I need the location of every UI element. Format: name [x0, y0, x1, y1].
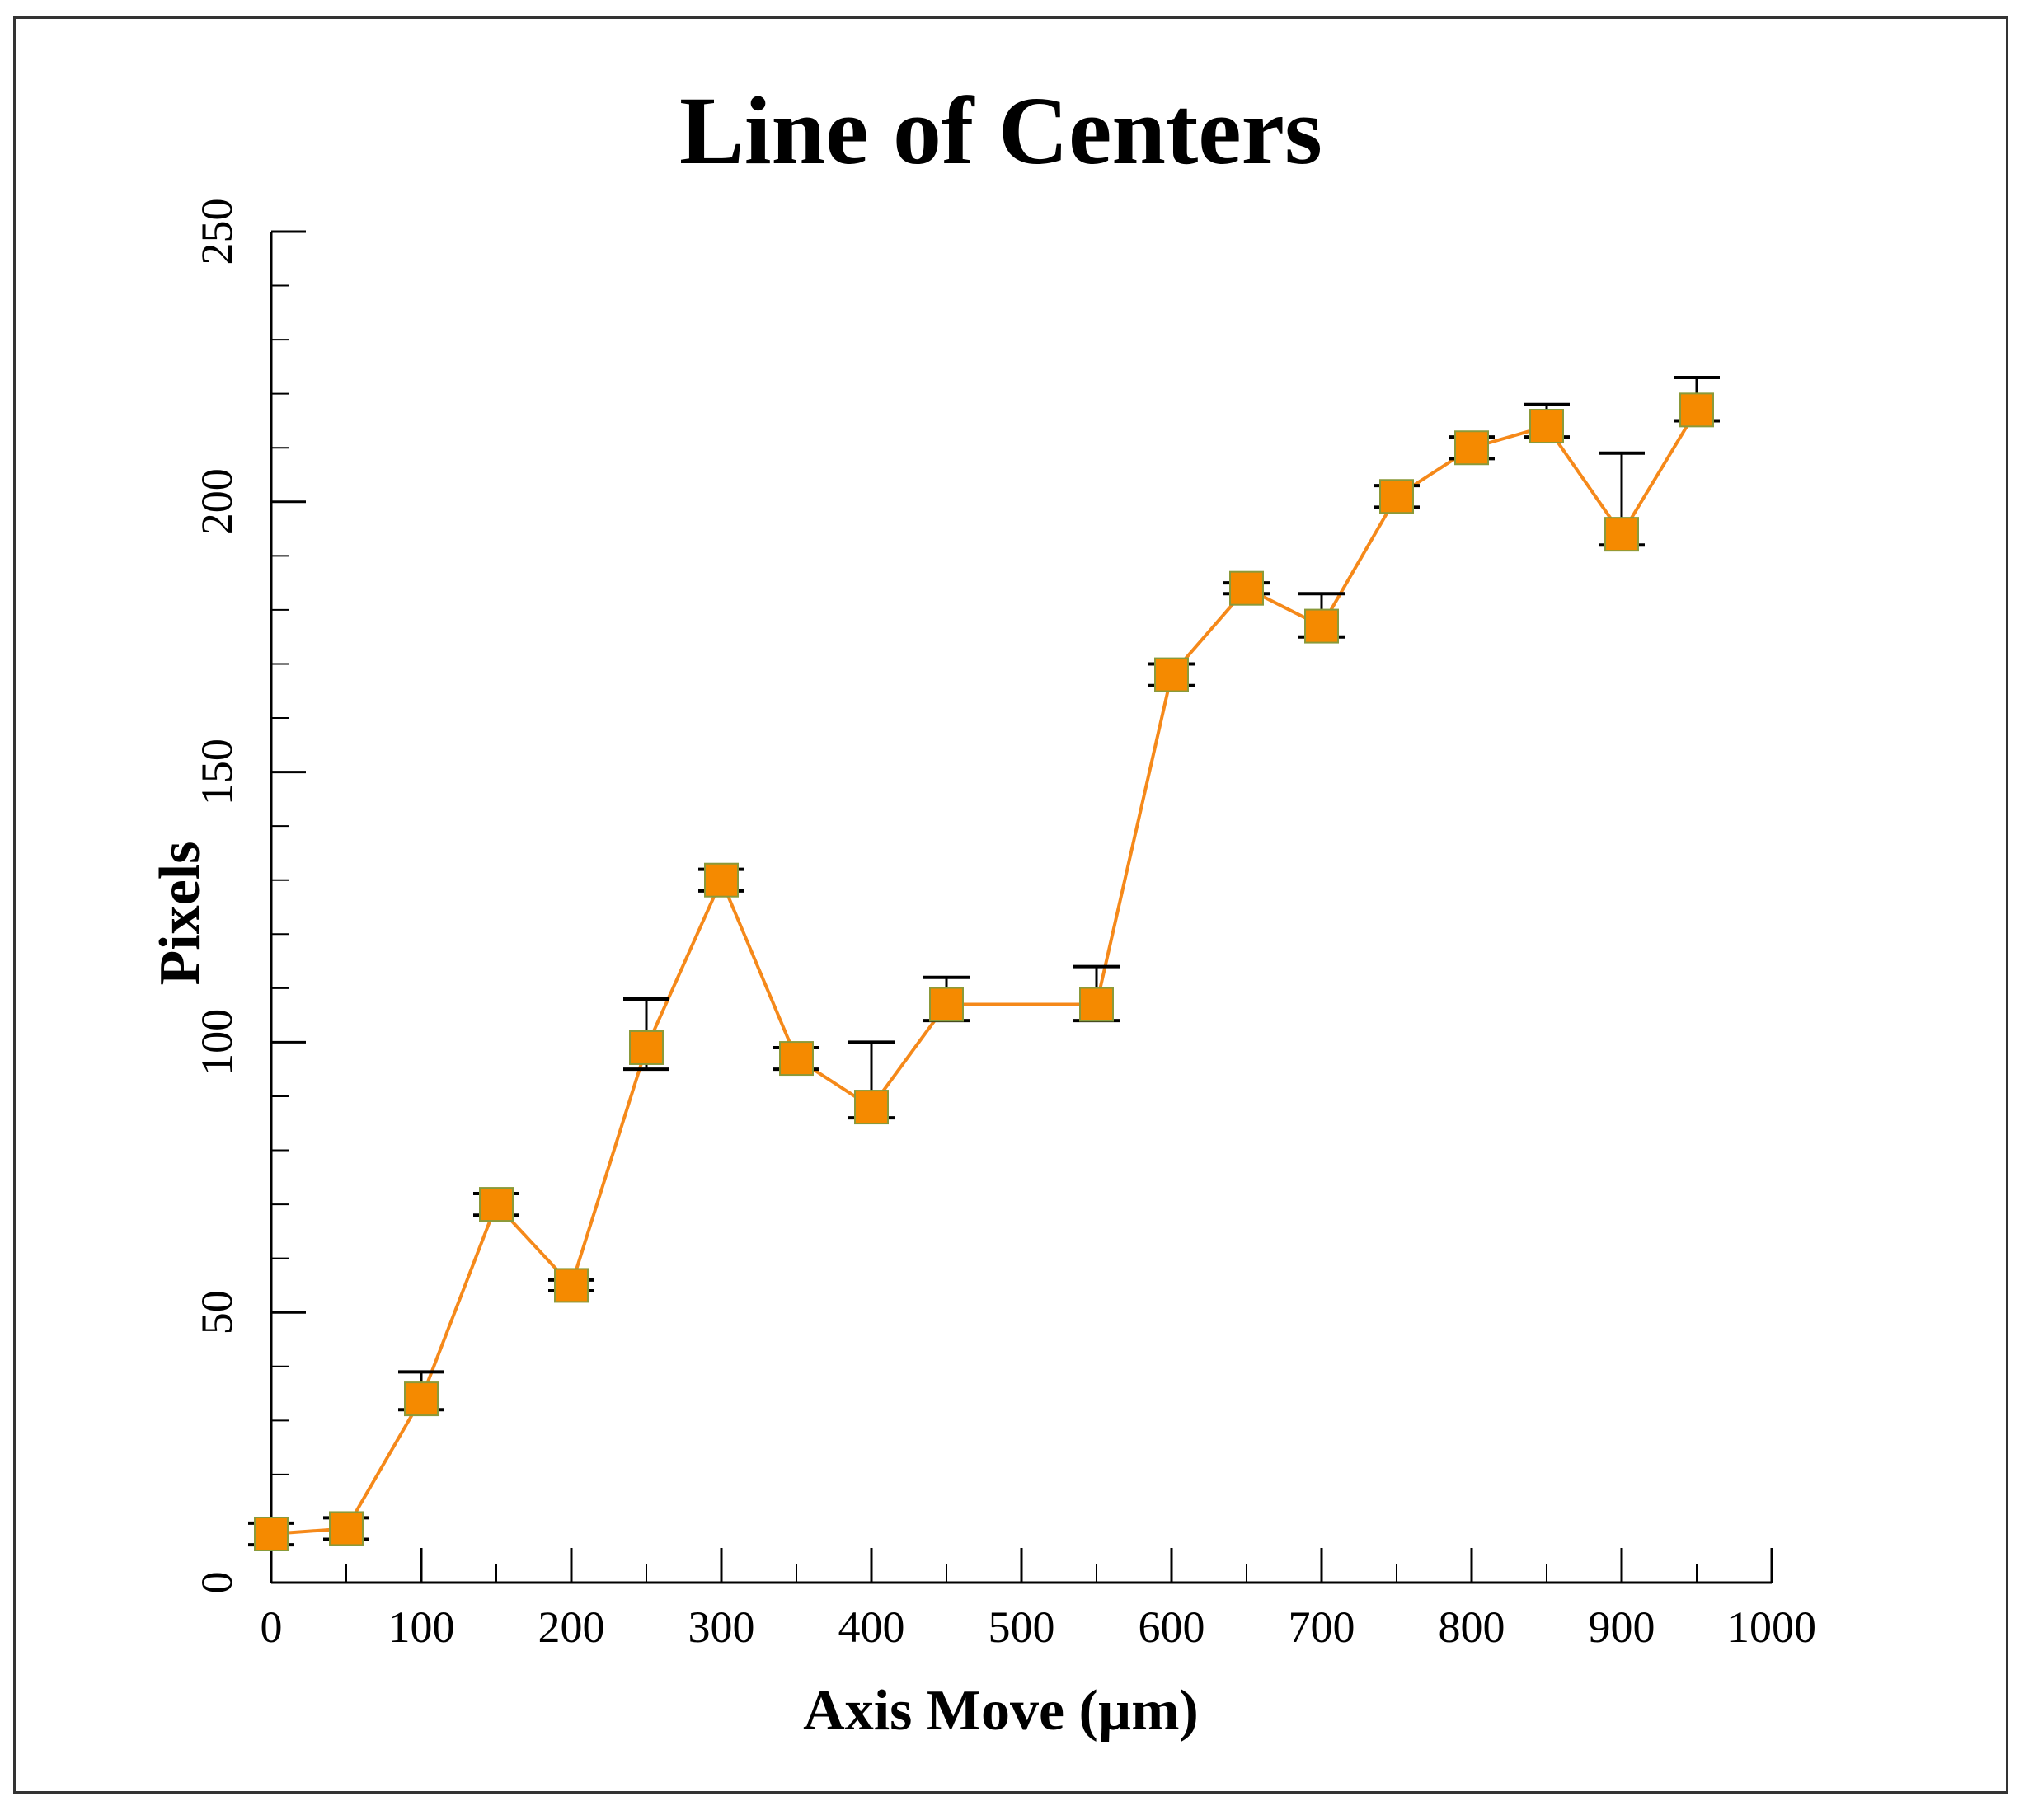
x-tick-label: 600: [1139, 1602, 1205, 1652]
x-tick-label: 0: [261, 1602, 283, 1652]
x-tick-label: 200: [538, 1602, 605, 1652]
x-tick-label: 500: [989, 1602, 1055, 1652]
y-tick-label: 150: [192, 739, 242, 805]
y-tick-label: 200: [192, 468, 242, 535]
data-point-marker: [254, 1516, 289, 1551]
x-tick-label: 400: [838, 1602, 905, 1652]
data-point-marker: [1229, 570, 1264, 606]
data-point-marker: [329, 1511, 364, 1546]
data-point-marker: [404, 1381, 439, 1417]
data-series: [248, 376, 1720, 1551]
y-tick-label: 50: [192, 1290, 242, 1335]
data-point-marker: [1604, 517, 1639, 552]
x-axis: 0 100 200 300 400 500 600 700 800 900 1000: [261, 1548, 1816, 1652]
x-tick-label: 300: [688, 1602, 755, 1652]
x-axis-title: Axis Move (µm): [803, 1679, 1199, 1743]
data-point-marker: [1154, 657, 1189, 692]
data-point-marker: [479, 1187, 514, 1222]
data-point-marker: [629, 1030, 664, 1065]
x-tick-label: 700: [1289, 1602, 1355, 1652]
data-point-marker: [1454, 430, 1489, 466]
y-axis-title: Pixels: [148, 842, 212, 986]
data-point-marker: [1379, 479, 1414, 514]
chart-svg: Line of Centers 0 50 100 150 200 250 0 100 200 3…: [148, 77, 1816, 1743]
y-tick-label: 250: [192, 199, 242, 265]
data-point-marker: [1079, 987, 1114, 1022]
x-tick-label: 1000: [1727, 1602, 1816, 1652]
data-point-marker: [1529, 409, 1564, 444]
data-point-marker: [1679, 392, 1714, 428]
series-line: [270, 409, 1698, 1536]
y-tick-label: 100: [192, 1009, 242, 1076]
data-point-marker: [854, 1090, 889, 1125]
x-tick-label: 900: [1589, 1602, 1655, 1652]
data-point-marker: [929, 987, 964, 1022]
x-tick-label: 100: [388, 1602, 455, 1652]
data-point-marker: [779, 1041, 814, 1077]
chart-title: Line of Centers: [679, 77, 1322, 185]
y-tick-label: 0: [192, 1572, 242, 1594]
y-axis: 0 50 100 150 200 250: [192, 199, 306, 1594]
chart-frame: Line of Centers 0 50 100 150 200 250 0 100 200 3…: [13, 16, 2008, 1794]
data-point-marker: [554, 1268, 589, 1303]
data-point-marker: [1304, 608, 1339, 644]
x-tick-label: 800: [1439, 1602, 1505, 1652]
data-point-marker: [704, 862, 739, 898]
